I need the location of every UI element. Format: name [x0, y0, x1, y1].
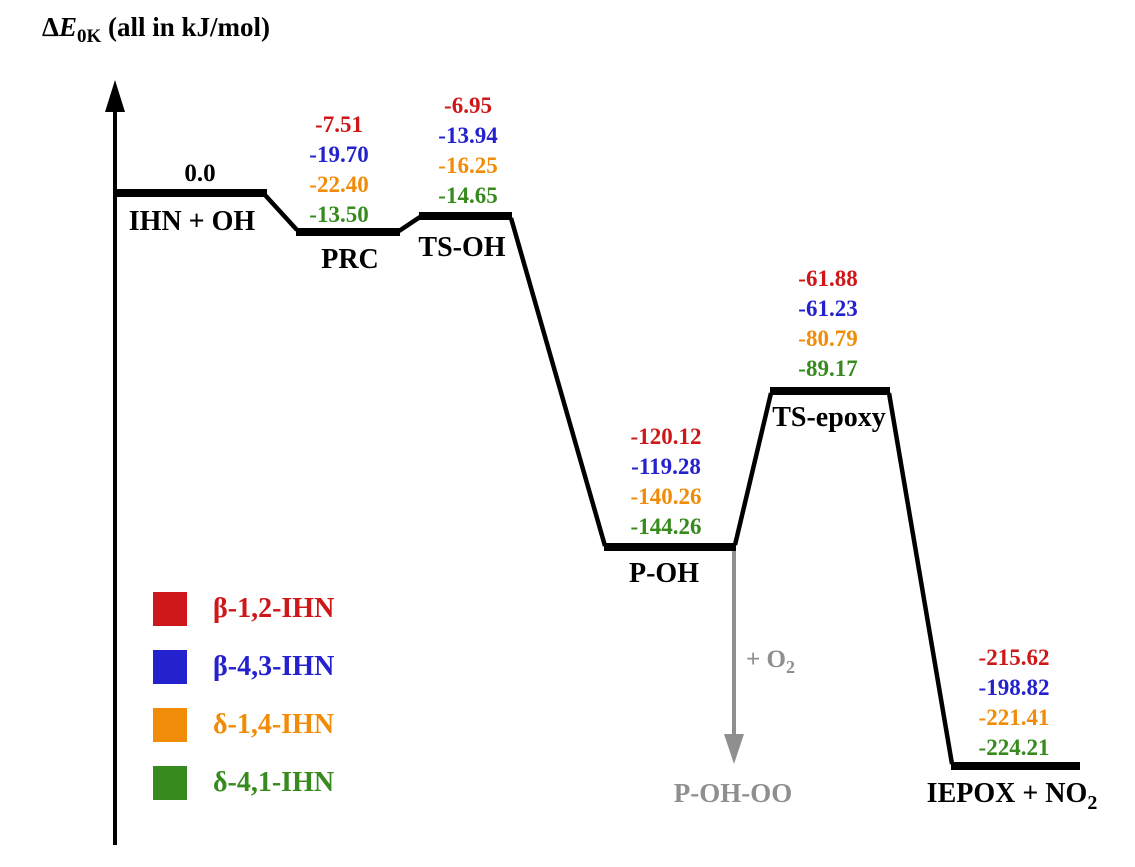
energy-value: -144.26 [630, 514, 702, 539]
legend-label: δ-4,1-IHN [213, 767, 335, 798]
legend-item: δ-4,1-IHN [153, 766, 334, 800]
axis-title-units: (all in kJ/mol) [101, 12, 270, 42]
energy-value: -140.26 [630, 484, 702, 509]
energy-value: -198.82 [978, 675, 1050, 700]
o2-label-main: + O [746, 646, 786, 673]
legend-item: β-1,2-IHN [153, 592, 334, 626]
connector-p-oh-ts-epoxy [732, 392, 774, 546]
energy-value: -80.79 [798, 326, 858, 351]
connector-ts-epoxy-products [886, 392, 955, 765]
reactants-energy-value: 0.0 [184, 160, 216, 187]
energy-value: -13.94 [438, 123, 498, 148]
energy-value: -221.41 [978, 705, 1050, 730]
energy-value: -22.40 [309, 172, 369, 197]
legend-swatch-delta-1-4-ihn [153, 708, 187, 742]
products-label-main: IEPOX + NO [926, 778, 1088, 809]
energy-value: -89.17 [798, 356, 858, 381]
p-oh-energy-values: -120.12 -119.28 -140.26 -144.26 [631, 422, 702, 542]
p-oh-label: P-OH [629, 558, 699, 589]
energy-value: -215.62 [978, 645, 1050, 670]
energy-value: -19.70 [309, 142, 369, 167]
o2-label-subscript: 2 [785, 657, 795, 677]
axis-title: ΔE0K (all in kJ/mol) [42, 12, 270, 48]
legend-item: β-4,3-IHN [153, 650, 334, 684]
energy-axis-arrowhead-icon [105, 80, 125, 112]
ts-epoxy-label: TS-epoxy [772, 402, 886, 433]
products-energy-values: -215.62 -198.82 -221.41 -224.21 [979, 643, 1050, 763]
connector-ts-oh-p-oh [508, 217, 608, 547]
axis-title-delta: Δ [42, 12, 59, 42]
energy-value: -61.88 [798, 266, 858, 291]
energy-value: -13.50 [309, 202, 369, 227]
prc-energy-values: -7.51 -19.70 -22.40 -13.50 [309, 110, 368, 230]
legend-swatch-beta-4-3-ihn [153, 650, 187, 684]
legend-item: δ-1,4-IHN [153, 708, 334, 742]
reactants-label: IHN + OH [128, 206, 256, 237]
energy-value: -7.51 [315, 112, 363, 137]
products-label: IEPOX + NO2 [927, 778, 1098, 815]
legend-label: β-1,2-IHN [213, 593, 335, 624]
energy-value: -6.95 [444, 93, 492, 118]
energy-value: -16.25 [438, 153, 498, 178]
ts-oh-energy-values: -6.95 -13.94 -16.25 -14.65 [438, 91, 497, 211]
connector-reactants-prc [263, 193, 299, 232]
o2-branch-product-label: P-OH-OO [673, 778, 793, 808]
axis-title-symbol: E [58, 12, 77, 42]
energy-value: -224.21 [978, 735, 1050, 760]
legend-swatch-delta-4-1-ihn [153, 766, 187, 800]
ts-oh-label: TS-OH [418, 232, 506, 263]
energy-value: -119.28 [631, 454, 701, 479]
o2-branch-arrowhead-icon [724, 734, 744, 764]
energy-value: -120.12 [630, 424, 702, 449]
products-label-subscript: 2 [1087, 792, 1098, 814]
legend-swatch-beta-1-2-ihn [153, 592, 187, 626]
prc-label: PRC [321, 244, 379, 275]
o2-branch-arrow-label: + O2 [746, 646, 795, 678]
axis-title-subscript: 0K [76, 26, 102, 47]
legend-label: β-4,3-IHN [213, 651, 335, 682]
energy-value: -61.23 [798, 296, 858, 321]
ts-epoxy-energy-values: -61.88 -61.23 -80.79 -89.17 [798, 264, 857, 384]
legend-label: δ-1,4-IHN [213, 709, 335, 740]
connector-prc-ts-oh [397, 215, 422, 233]
energy-value: -14.65 [438, 183, 498, 208]
